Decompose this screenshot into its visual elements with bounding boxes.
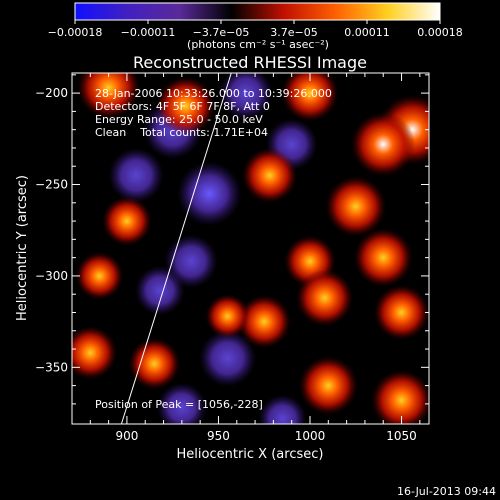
annotation-time-range: 28-Jan-2006 10:33:26.000 to 10:39:26.000 [95,87,332,100]
heatmap-negative-blob [258,394,307,424]
annotation-clean-counts: Clean Total counts: 1.71E+04 [95,126,268,139]
y-tick-label: −350 [35,360,68,374]
x-axis: 900 950 1000 1050 [89,73,421,443]
heatmap-positive-blob [242,147,298,203]
colorbar-tick-label: −0.00011 [121,26,176,39]
y-axis: −200 −250 −300 −350 [35,74,429,405]
heatmap-positive-blob [353,228,413,287]
colorbar-tick-label: −0.00018 [48,26,103,39]
footer-date: 16-Jul-2013 09:44 [397,485,496,498]
heatmap-negative-blob [135,265,185,316]
y-tick-label: −200 [35,86,68,100]
heatmap-positive-blob [75,252,124,300]
heatmap-positive-blob [296,269,354,327]
colorbar-tick-label: 0.00011 [344,26,390,39]
colorbar-ticks: −0.00018 −0.00011 −3.7e−05 3.7e−05 0.00011 0.… [48,20,463,39]
heatmap-positive-blob [299,356,358,415]
heatmap-positive-blob [351,112,416,177]
annotation-peak-position: Position of Peak = [1056,-228] [95,398,263,411]
y-axis-label: Heliocentric Y (arcsec) [15,175,30,321]
heatmap-negative-blob [108,147,164,203]
solar-limb-line [120,73,232,424]
heatmap-positive-blob [281,73,339,122]
colorbar [74,2,441,21]
x-tick-label: 900 [115,429,138,443]
heatmap-positive-blob [374,285,429,340]
heatmap-negative-blob [219,73,273,120]
heatmap-negative-blob [177,161,242,226]
y-tick-label: −250 [35,178,68,192]
annotation-energy-range: Energy Range: 25.0 - 50.0 keV [95,113,263,126]
x-tick-label: 1050 [386,429,417,443]
chart-title: Reconstructed RHESSI Image [133,53,367,72]
heatmap-positive-blob [237,295,291,349]
y-tick-label: −300 [35,269,68,283]
heatmap-positive-blob [325,176,386,237]
heatmap-positive-blob [102,196,152,246]
colorbar-tick-label: 3.7e−05 [270,26,317,39]
x-axis-label: Heliocentric X (arcsec) [177,447,324,462]
heatmap-positive-layer [72,73,429,424]
heatmap-negative-blob [199,329,256,387]
plot-frame [71,72,430,425]
heatmap-positive-blob [72,326,117,380]
heatmap-positive-blob [156,76,215,136]
colorbar-tick-label: 0.00018 [417,26,463,39]
plot-area [72,73,429,424]
heatmap-positive-blob [205,294,250,339]
x-tick-label: 950 [207,429,230,443]
heatmap-positive-blob [371,370,429,424]
heatmap-positive-blob [128,338,181,390]
colorbar-tick-label: −3.7e−05 [193,26,250,39]
colorbar-units-label: (photons cm⁻² s⁻¹ asec⁻²) [187,38,329,51]
heatmap-negative-blob [157,382,207,424]
heatmap-positive-blob [77,73,140,119]
annotation-detectors: Detectors: 4F 5F 6F 7F 8F, Att 0 [95,100,270,113]
x-tick-label: 1000 [295,429,326,443]
